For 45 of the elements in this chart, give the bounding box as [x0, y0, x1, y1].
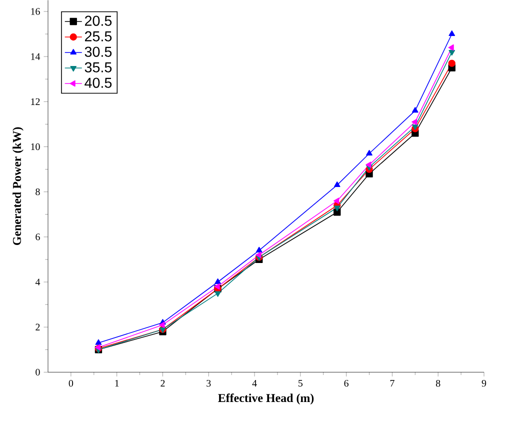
point — [95, 339, 102, 345]
x-tick-label: 1 — [115, 380, 119, 386]
y-tick-label: 14 — [31, 53, 40, 60]
point — [214, 283, 220, 290]
point — [256, 246, 262, 252]
point — [214, 291, 221, 297]
point — [334, 206, 340, 212]
point — [412, 106, 418, 113]
y-axis-title: Generated Power (kW) — [12, 127, 24, 245]
legend-label: 30.5 — [84, 46, 112, 57]
point — [256, 252, 262, 258]
x-tick-label: 3 — [206, 380, 211, 387]
point — [214, 278, 221, 284]
x-tick-label: 0 — [68, 380, 74, 387]
point — [334, 181, 340, 187]
legend-label: 40.5 — [84, 78, 112, 88]
x-tick-label: 4 — [252, 380, 257, 386]
x-tick-label: 7 — [390, 380, 394, 386]
point — [366, 150, 372, 156]
y-tick-label: 6 — [36, 233, 40, 240]
x-tick-label: 6 — [344, 380, 349, 387]
x-tick-label: 9 — [482, 380, 486, 387]
x-axis-title: Effective Head (m) — [218, 393, 314, 404]
y-tick-label: 10 — [31, 143, 40, 150]
y-tick-label: 16 — [31, 8, 40, 15]
point — [448, 30, 456, 36]
y-tick-label: 2 — [36, 324, 40, 330]
legend-label: 25.5 — [84, 31, 112, 42]
point — [448, 44, 454, 51]
y-tick-label: 0 — [36, 368, 40, 376]
point — [448, 60, 456, 67]
legend-label: 20.5 — [84, 16, 112, 26]
x-tick-label: 2 — [160, 380, 165, 386]
point — [334, 198, 340, 204]
y-tick-label: 4 — [35, 278, 40, 286]
legend-label: 35.5 — [84, 62, 112, 72]
point — [448, 50, 456, 56]
x-tick-label: 8 — [436, 380, 440, 387]
point — [412, 124, 418, 130]
y-tick-label: 8 — [36, 188, 40, 196]
y-tick-label: 12 — [31, 98, 40, 105]
point — [366, 162, 372, 168]
x-tick-label: 5 — [298, 380, 303, 386]
point — [412, 118, 418, 126]
point — [159, 322, 165, 328]
